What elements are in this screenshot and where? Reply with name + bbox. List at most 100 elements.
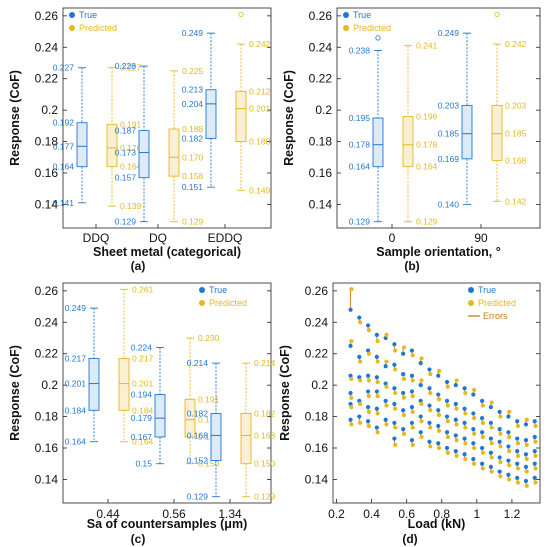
true-point [365,373,371,378]
box-predicted: 0.139 0.164 0.176 0.191 0.227 [106,63,142,211]
predicted-point [524,469,529,474]
true-point [523,422,529,427]
true-point [365,323,371,328]
true-point [409,348,415,353]
value-label: 0.225 [182,66,204,76]
value-label: 0.249 [182,28,204,38]
true-point [374,389,379,394]
x-tick-label: 1.34 [218,507,242,521]
iqr-box [184,398,196,438]
predicted-point [375,411,380,416]
predicted-point [524,417,529,422]
y-axis-label: Response (CoF) [8,70,22,166]
value-label: 0.179 [131,413,153,423]
chart-panel: 0.14 0.16 0.18 0.2 0.22 0.24 0.26 Response (CoF… [8,282,276,546]
true-point [488,420,493,425]
true-point [374,332,379,337]
predicted-point [419,419,424,424]
predicted-point [436,428,442,433]
predicted-point [454,406,459,411]
box-true: 0.140 0.169 0.185 0.203 0.249 [438,28,473,209]
value-label: 0.140 [438,199,460,209]
true-point [357,375,362,380]
value-label: 0.230 [198,333,220,343]
predicted-point [498,414,503,419]
predicted-point [349,287,354,292]
true-point [515,419,520,424]
predicted-point [463,411,468,416]
value-label: 0.178 [416,140,438,150]
true-point [444,414,450,419]
predicted-point [401,412,407,418]
predicted-point [533,439,538,444]
value-label: 0.168 [187,430,209,440]
predicted-point [445,419,450,424]
true-point [462,420,467,425]
plot-frame [62,7,272,229]
predicted-point [410,353,415,358]
true-point [453,383,458,388]
legend-swatch [343,12,349,18]
true-point [427,367,432,372]
predicted-point [419,401,424,407]
predicted-point [533,466,538,471]
predicted-point [445,384,450,389]
panel-label: (c) [131,532,146,546]
predicted-point [366,378,371,383]
value-label: 0.178 [349,140,371,150]
true-point [374,375,379,380]
true-point [480,445,485,451]
box-true: 0.129 0.157 0.173 0.187 0.228 [115,61,150,227]
true-point [515,461,520,466]
y-axis-label: Response (CoF) [8,345,22,441]
predicted-point [507,463,512,468]
value-label: 0.214 [254,358,276,368]
legend-label: True [209,285,227,295]
outlier-point [494,11,500,17]
predicted-point [366,423,371,429]
predicted-point [384,332,389,337]
true-point [401,390,406,396]
true-point [401,372,406,377]
true-point [409,405,415,410]
outlier-point [238,11,244,17]
predicted-point [498,444,503,449]
value-label: 0.139 [120,201,142,211]
true-point [506,444,511,449]
value-label: 0.150 [254,459,276,469]
value-label: 0.194 [131,390,153,400]
y-tick-label: 0.14 [305,472,329,486]
predicted-point [463,441,468,446]
true-point [427,386,432,391]
panel-label: (a) [131,259,146,273]
value-label: 0.173 [115,148,137,158]
true-point [383,335,388,341]
y-tick-label: 0.26 [305,284,329,298]
box-true: 0.141 0.164 0.177 0.192 0.227 [53,63,88,208]
value-label: 0.152 [187,456,209,466]
value-label: 0.129 [115,217,137,227]
predicted-point [524,442,529,447]
y-tick-label: 0.18 [309,135,333,149]
true-point [532,419,537,424]
predicted-point [454,422,459,427]
value-label: 0.261 [132,284,154,294]
predicted-point [401,431,407,436]
predicted-point [393,390,398,396]
panel-label: (d) [402,532,417,546]
y-tick-label: 0.26 [35,9,59,23]
true-point [453,401,458,407]
box-predicted: 0.129 0.158 0.170 0.188 0.225 [168,66,204,227]
x-tick-label: 0.56 [162,507,186,521]
predicted-point [515,453,521,458]
true-point [348,390,353,396]
iqr-box [491,104,503,161]
value-label: 0.170 [182,152,204,162]
true-point [480,398,485,403]
value-label: 0.150 [198,459,220,469]
true-point [515,475,520,480]
true-point [383,398,388,403]
value-label: 0.201 [65,379,87,389]
true-point [488,450,493,455]
true-point [427,403,432,408]
